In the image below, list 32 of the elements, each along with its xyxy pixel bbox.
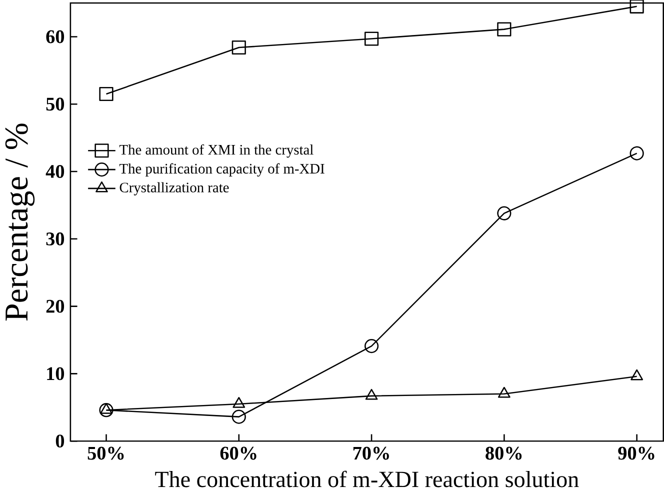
point bbox=[630, 0, 644, 14]
point bbox=[630, 370, 644, 380]
y-tick-label: 30 bbox=[46, 232, 64, 246]
point bbox=[232, 397, 246, 408]
legend-label: The purification capacity of m-XDI bbox=[119, 164, 324, 177]
x-tick-label: 90% bbox=[618, 446, 654, 460]
legend-label: The amount of XMI in the crystal bbox=[119, 144, 314, 158]
point bbox=[99, 87, 114, 102]
y-tick-label: 10 bbox=[47, 367, 64, 380]
y-axis-title: Percentage / % bbox=[5, 124, 35, 321]
point bbox=[99, 403, 114, 418]
y-tick-label: 40 bbox=[46, 165, 64, 178]
point bbox=[497, 206, 512, 221]
y-tick-label: 20 bbox=[46, 300, 64, 313]
y-tick-label: 0 bbox=[56, 434, 64, 448]
point bbox=[497, 22, 512, 37]
x-tick-label: 70% bbox=[353, 446, 389, 460]
x-axis-title: The concentration of m-XDI reaction solution bbox=[155, 470, 579, 488]
point bbox=[498, 387, 510, 398]
point bbox=[364, 339, 379, 354]
y-tick-label: 60 bbox=[46, 30, 64, 44]
point bbox=[365, 389, 378, 400]
point bbox=[100, 403, 112, 414]
x-tick-label: 50% bbox=[88, 446, 124, 460]
point bbox=[364, 32, 379, 46]
point bbox=[630, 146, 644, 161]
point bbox=[232, 40, 246, 55]
x-tick-label: 80% bbox=[486, 446, 522, 460]
point bbox=[232, 410, 246, 424]
legend-label: Crystallization rate bbox=[120, 182, 229, 196]
x-tick-label: 60% bbox=[220, 446, 256, 460]
y-tick-label: 50 bbox=[46, 98, 64, 111]
